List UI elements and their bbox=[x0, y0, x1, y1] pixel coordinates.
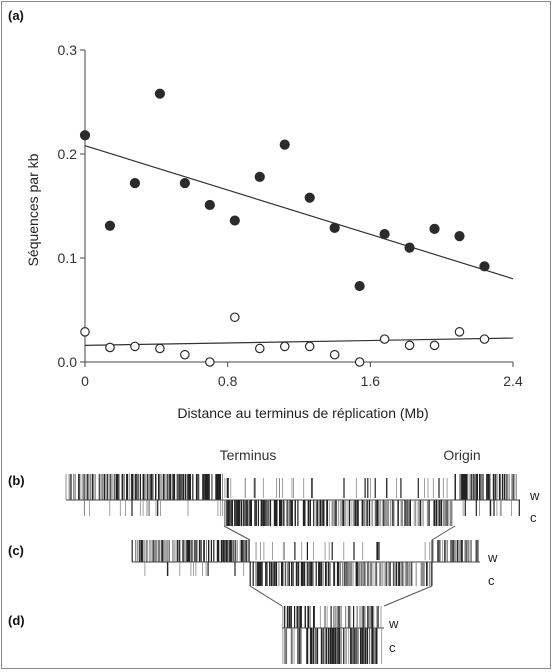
y-tick-label: 0.1 bbox=[58, 250, 78, 266]
map-b bbox=[65, 474, 520, 526]
filled-point bbox=[254, 171, 265, 182]
open-point bbox=[379, 334, 390, 344]
filled-point bbox=[154, 88, 165, 99]
panel-label-c: (c) bbox=[8, 543, 24, 558]
map-c bbox=[131, 540, 480, 586]
strand-c-b: c bbox=[530, 510, 537, 525]
open-point bbox=[479, 334, 490, 344]
open-point bbox=[304, 341, 315, 352]
y-tick-label: 0.3 bbox=[58, 42, 78, 58]
strand-w-c: w bbox=[487, 550, 498, 565]
filled-point bbox=[229, 215, 240, 226]
filled-point bbox=[479, 261, 490, 272]
open-point bbox=[429, 340, 440, 351]
filled-point bbox=[79, 130, 91, 141]
strand-w-d: w bbox=[388, 616, 399, 631]
open-point bbox=[329, 349, 340, 360]
open-point bbox=[354, 357, 365, 367]
panel-label-b: (b) bbox=[8, 473, 25, 488]
open-point bbox=[404, 340, 415, 351]
open-point bbox=[279, 341, 290, 352]
connector-line bbox=[249, 585, 283, 607]
y-axis-title: Séquences par kb bbox=[25, 153, 41, 266]
open-point bbox=[230, 312, 240, 323]
open-point bbox=[454, 327, 465, 337]
terminus-label: Terminus bbox=[220, 447, 277, 463]
open-point bbox=[105, 342, 115, 353]
data-points bbox=[79, 88, 490, 367]
filled-point bbox=[304, 192, 315, 203]
x-tick-label: 0 bbox=[81, 373, 89, 389]
open-point bbox=[130, 341, 140, 352]
panel-label-d: (d) bbox=[8, 613, 25, 628]
filled-point bbox=[379, 228, 390, 240]
open-point bbox=[254, 343, 265, 354]
x-axis-title: Distance au terminus de réplication (Mb) bbox=[177, 405, 428, 421]
zoom-connectors bbox=[223, 525, 456, 607]
trend-lines bbox=[84, 145, 514, 346]
y-tick-label: 0.2 bbox=[58, 146, 78, 162]
filled-point bbox=[404, 242, 415, 253]
filled-point bbox=[129, 178, 141, 189]
strand-c-d: c bbox=[389, 640, 396, 655]
origin-label: Origin bbox=[443, 447, 480, 463]
filled-point bbox=[329, 222, 340, 233]
trend-line-2 bbox=[84, 337, 514, 346]
y-tick-label: 0.0 bbox=[58, 354, 78, 370]
filled-point bbox=[179, 178, 190, 189]
open-point bbox=[155, 343, 165, 354]
x-tick-label: 1.6 bbox=[361, 373, 381, 389]
connector-line bbox=[431, 525, 456, 541]
strand-w-b: w bbox=[529, 488, 540, 503]
x-tick-label: 2.4 bbox=[503, 373, 523, 389]
connector-line bbox=[383, 585, 433, 607]
panel-label-a: (a) bbox=[8, 8, 24, 23]
filled-point bbox=[104, 220, 116, 231]
strand-c-c: c bbox=[488, 573, 495, 588]
filled-point bbox=[279, 139, 290, 150]
map-d bbox=[282, 606, 384, 664]
connector-line bbox=[223, 525, 251, 541]
filled-point bbox=[454, 231, 465, 242]
axis-ticks: 0.0 0.1 0.2 0.3 0 0.8 1.6 2.4 bbox=[58, 42, 523, 389]
open-point bbox=[80, 327, 90, 337]
trend-line-1 bbox=[84, 145, 514, 280]
filled-point bbox=[354, 280, 365, 292]
open-point bbox=[180, 349, 190, 360]
filled-point bbox=[204, 199, 215, 211]
scatter-chart: 0.00.10.20.30 0.8 1.6 2.4 Séquences par kb … bbox=[25, 42, 523, 421]
genome-maps: Terminus Origin w c w c w c bbox=[65, 447, 540, 664]
open-point bbox=[205, 357, 215, 367]
x-tick-label: 0.8 bbox=[218, 373, 238, 389]
filled-point bbox=[429, 223, 440, 234]
